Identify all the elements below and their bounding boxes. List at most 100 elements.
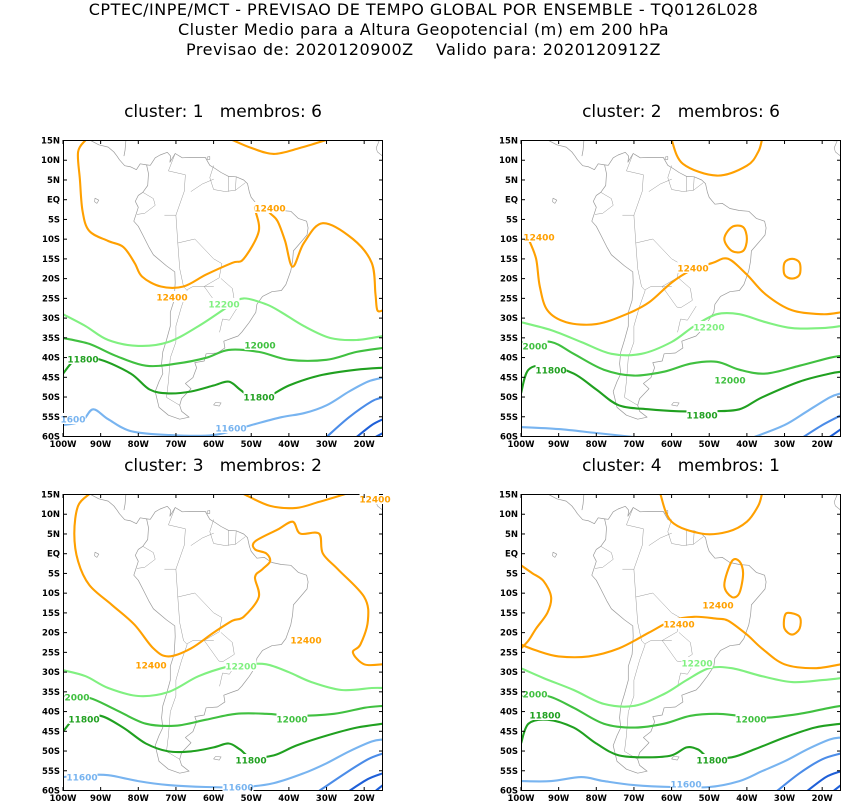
lat-tick-label: 10S xyxy=(500,589,518,599)
country-border xyxy=(136,546,156,569)
south-america-coastline xyxy=(133,151,309,420)
contour-line-11200 xyxy=(348,772,383,791)
island-outline xyxy=(645,480,651,482)
lat-tick-label: 5S xyxy=(506,569,518,579)
header-line-2: Cluster Medio para a Altura Geopotencial… xyxy=(177,20,670,39)
island-outline xyxy=(206,156,211,160)
lat-tick-label: 15S xyxy=(500,609,518,619)
contour-label: 12400 xyxy=(156,294,187,304)
lon-tick-label: 30W xyxy=(316,794,338,803)
cluster-map: 12400 12400 12400 12200 2000 12000 11800 11800 1… xyxy=(41,491,391,803)
contour-label: 11800 xyxy=(529,712,560,722)
lat-tick-label: 60S xyxy=(500,433,518,443)
lat-tick-label: 30S xyxy=(42,314,60,324)
contour-label-background xyxy=(208,298,240,309)
country-border xyxy=(203,632,235,662)
contour-label-background xyxy=(60,413,86,424)
contour-label-background xyxy=(67,353,99,364)
contour-label: 12400 xyxy=(663,621,694,631)
contour-label-background xyxy=(222,781,254,792)
contour-label: 12400 xyxy=(523,234,554,244)
lat-tick-label: 20S xyxy=(500,275,518,285)
island-outline xyxy=(833,140,841,157)
country-border xyxy=(190,178,214,192)
lat-tick-label: 5S xyxy=(48,215,60,225)
contour-label-background xyxy=(156,291,188,302)
contour-label: 12400 xyxy=(135,662,166,672)
lon-tick-label: 30W xyxy=(316,440,338,450)
lat-tick-label: 60S xyxy=(500,787,518,797)
country-border xyxy=(186,286,214,290)
lon-tick-label: 100W xyxy=(49,440,77,450)
lon-tick-label: 70W xyxy=(623,794,645,803)
lat-tick-label: 45S xyxy=(500,727,518,737)
contour-line-12400 xyxy=(242,494,347,510)
lon-tick-label: 90W xyxy=(548,794,570,803)
contour-line-11600 xyxy=(753,392,841,437)
island-outline xyxy=(664,156,669,160)
lon-tick-label: 40W xyxy=(736,440,758,450)
lat-tick-label: 25S xyxy=(500,648,518,658)
lat-tick-label: 25S xyxy=(500,294,518,304)
contour-label: 2000 xyxy=(522,343,547,353)
island-outline xyxy=(145,126,153,129)
lat-tick-label: 40S xyxy=(500,354,518,364)
contour-line-12400 xyxy=(521,615,841,670)
lat-tick-label: 45S xyxy=(500,373,518,383)
country-border xyxy=(168,153,186,216)
cluster-map: 12400 12400 12200 2000 12000 11800 11800 11600 1… xyxy=(499,491,841,803)
country-border xyxy=(168,507,186,570)
lon-tick-label: 20W xyxy=(354,794,376,803)
map-frame xyxy=(63,494,383,791)
contour-line-11200 xyxy=(828,428,841,437)
contour-label-background xyxy=(522,688,548,699)
island-outline xyxy=(213,402,222,407)
contour-label-background xyxy=(670,778,702,789)
contour-line-12400 xyxy=(723,224,748,254)
central-america-coastline xyxy=(89,494,147,525)
contour-label-background xyxy=(359,493,391,504)
contour-line-11600 xyxy=(521,426,635,437)
country-border xyxy=(235,530,237,545)
panel-title: cluster: 2 membros: 6 xyxy=(582,102,780,122)
country-border xyxy=(164,568,188,760)
contour-line-12000 xyxy=(521,340,841,377)
contour-label: 11800 xyxy=(68,716,99,726)
lon-tick-label: 80W xyxy=(586,794,608,803)
central-america-coastline xyxy=(547,140,605,171)
lat-tick-label: 15S xyxy=(500,255,518,265)
contour-line-12000 xyxy=(63,336,383,368)
country-border xyxy=(644,640,672,644)
country-border xyxy=(190,532,214,546)
country-border xyxy=(626,507,644,570)
lon-tick-label: 100W xyxy=(507,794,535,803)
contour-line-11800 xyxy=(521,718,841,760)
lat-tick-label: 15N xyxy=(41,491,60,501)
country-border xyxy=(235,176,237,191)
contour-label-background xyxy=(522,340,548,351)
contour-label: 11600 xyxy=(222,784,253,794)
contour-line-11800 xyxy=(63,355,383,400)
central-america-coastline xyxy=(547,494,605,525)
lat-tick-label: 10N xyxy=(41,156,60,166)
contour-label-background xyxy=(696,754,728,765)
country-border xyxy=(186,640,214,644)
country-border xyxy=(648,532,672,546)
island-outline xyxy=(552,551,558,558)
lat-tick-label: 50S xyxy=(42,747,60,757)
lat-tick-label: 10N xyxy=(499,156,518,166)
lat-tick-label: 40S xyxy=(500,708,518,718)
map-frame xyxy=(63,140,383,437)
lat-tick-label: 15N xyxy=(499,137,518,147)
lat-tick-label: 35S xyxy=(42,334,60,344)
lat-tick-label: 20S xyxy=(42,629,60,639)
contour-label-background xyxy=(225,660,257,671)
lat-tick-label: 25S xyxy=(42,648,60,658)
island-outline xyxy=(94,197,100,204)
lat-tick-label: 20S xyxy=(42,275,60,285)
contour-line-12200 xyxy=(63,662,383,698)
lon-tick-label: 70W xyxy=(623,440,645,450)
contour-label-background xyxy=(64,691,90,702)
lat-tick-label: 55S xyxy=(42,767,60,777)
island-outline xyxy=(552,197,558,204)
